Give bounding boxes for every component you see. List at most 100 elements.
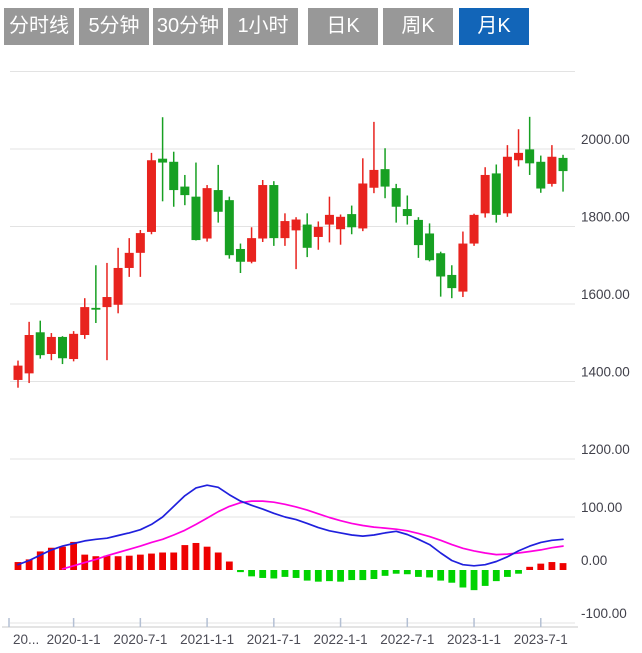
candle-body xyxy=(313,226,323,237)
tab-1小时[interactable]: 1小时 xyxy=(228,8,298,45)
candle-body xyxy=(347,214,357,228)
macd-histogram-bar xyxy=(314,570,322,582)
candle-body xyxy=(135,233,145,253)
candle-body xyxy=(380,169,390,187)
candle-body xyxy=(536,161,546,189)
candle-body xyxy=(480,174,490,214)
macd-histogram-bar xyxy=(14,562,22,570)
candle-body xyxy=(46,336,56,354)
candle-body xyxy=(258,185,268,239)
macd-histogram-bar xyxy=(192,542,200,570)
price-axis-label: 1800.00 xyxy=(581,210,630,225)
x-axis-label: 2020-1-1 xyxy=(47,632,101,647)
macd-histogram-bar xyxy=(225,561,233,570)
candle-body xyxy=(525,149,535,164)
x-axis-label: 2021-7-1 xyxy=(247,632,301,647)
macd-histogram-bar xyxy=(381,570,389,576)
tab-日K[interactable]: 日K xyxy=(308,8,378,45)
macd-axis-label: 0.00 xyxy=(581,553,607,568)
candle-body xyxy=(447,274,457,289)
candle-body xyxy=(324,214,334,225)
macd-histogram-bar xyxy=(426,570,433,578)
candle-body xyxy=(180,186,190,196)
macd-histogram-bar xyxy=(70,541,78,570)
macd-histogram-bar xyxy=(125,555,133,570)
macd-histogram-bar xyxy=(103,555,111,570)
candle-body xyxy=(158,158,168,163)
tab-5分钟[interactable]: 5分钟 xyxy=(79,8,149,45)
candle-body xyxy=(57,336,67,359)
candle-body xyxy=(358,183,368,229)
candle-body xyxy=(502,156,512,214)
macd-histogram-bar xyxy=(159,552,166,570)
x-axis-label: 20... xyxy=(13,632,39,647)
macd-histogram-bar xyxy=(292,570,300,578)
x-axis-label: 2020-7-1 xyxy=(113,632,167,647)
candle-body xyxy=(247,238,257,262)
candle-body xyxy=(469,214,479,244)
macd-axis-label: 100.00 xyxy=(581,500,622,515)
candle-body xyxy=(102,297,112,308)
kline-macd-chart[interactable]: 2000.00 1800.00 1600.00 1400.00 1200.00 100.0… xyxy=(0,60,642,653)
macd-histogram-bar xyxy=(470,570,478,591)
candle-body xyxy=(436,253,446,277)
tab-30分钟[interactable]: 30分钟 xyxy=(153,8,223,45)
candle-body xyxy=(547,156,557,184)
macd-histogram-bar xyxy=(459,570,467,588)
macd-dif-line xyxy=(17,484,564,567)
price-axis-label: 1400.00 xyxy=(581,365,630,380)
macd-histogram-bar xyxy=(237,570,244,573)
candle-body xyxy=(224,200,234,256)
candle-body xyxy=(336,216,346,230)
macd-histogram-bar xyxy=(415,570,422,577)
macd-histogram-bar xyxy=(392,570,400,574)
candle-body xyxy=(514,152,524,161)
candle-body xyxy=(113,267,123,305)
candle-body xyxy=(302,224,312,248)
macd-histogram-bar xyxy=(537,563,545,570)
candle-body xyxy=(13,365,23,380)
candle-body xyxy=(291,219,301,231)
macd-histogram-bar xyxy=(181,545,189,570)
macd-histogram-bar xyxy=(281,570,289,577)
macd-histogram-bar xyxy=(326,570,333,582)
candle-body xyxy=(491,173,501,215)
candle-body xyxy=(69,333,79,360)
macd-histogram-bar xyxy=(170,552,178,570)
candle-body xyxy=(425,233,435,261)
candle-body xyxy=(558,157,568,172)
x-axis-label: 2023-1-1 xyxy=(447,632,501,647)
tab-月K[interactable]: 月K xyxy=(459,8,529,45)
macd-histogram-bar xyxy=(148,553,155,570)
macd-histogram-bar xyxy=(303,570,311,581)
macd-histogram-bar xyxy=(59,546,66,570)
tab-周K[interactable]: 周K xyxy=(383,8,453,45)
candle-body xyxy=(24,335,34,374)
tab-分时线[interactable]: 分时线 xyxy=(4,8,74,45)
macd-histogram-bar xyxy=(214,552,222,570)
macd-histogram-bar xyxy=(526,566,534,570)
candle-body xyxy=(369,169,379,188)
macd-axis-label: -100.00 xyxy=(581,606,627,621)
price-axis-label: 2000.00 xyxy=(581,132,630,147)
macd-histogram-bar xyxy=(437,570,445,581)
candle-body xyxy=(169,161,179,191)
macd-histogram-bar xyxy=(36,551,44,570)
x-axis-label: 2023-7-1 xyxy=(514,632,568,647)
macd-histogram-bar xyxy=(25,559,33,570)
macd-histogram-bar xyxy=(559,563,567,570)
candle-body xyxy=(191,196,201,241)
x-axis-label: 2022-7-1 xyxy=(380,632,434,647)
macd-histogram-bar xyxy=(47,547,55,570)
macd-histogram-bar xyxy=(504,570,511,577)
macd-histogram-bar xyxy=(270,570,278,579)
candle-body xyxy=(269,185,279,239)
candle-body xyxy=(235,248,245,262)
macd-histogram-bar xyxy=(515,570,522,574)
macd-histogram-bar xyxy=(370,570,378,580)
price-axis-label: 1200.00 xyxy=(581,442,630,457)
candle-body xyxy=(91,307,101,310)
period-tabbar: 分时线 5分钟 30分钟 1小时 日K 周K 月K xyxy=(0,0,642,60)
macd-histogram-bar xyxy=(203,546,211,570)
